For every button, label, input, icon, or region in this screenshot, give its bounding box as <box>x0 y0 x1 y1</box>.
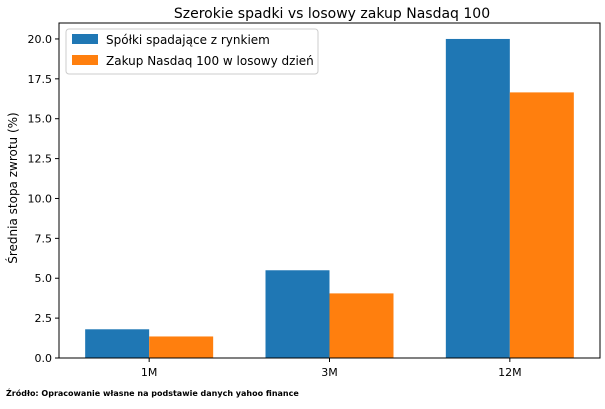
y-ticks-group: 0.0 2.5 5.0 7.5 10.0 12.5 15.0 17.5 20.0 <box>28 33 59 365</box>
bar-12m-series-0 <box>445 38 510 358</box>
x-ticks-group: 1M 3M 12M <box>141 358 522 379</box>
x-tick-label-1m: 1M <box>141 366 158 379</box>
y-tick-label: 5.0 <box>35 272 53 285</box>
y-axis-label: Średnia stopa zwrotu (%) <box>5 112 20 264</box>
y-tick-label: 2.5 <box>35 312 53 325</box>
legend-swatch-falling-stocks <box>72 34 98 44</box>
legend: Spółki spadające z rynkiem Zakup Nasdaq … <box>65 28 319 75</box>
y-tick-label: 0.0 <box>35 352 53 365</box>
legend-label-falling-stocks: Spółki spadające z rynkiem <box>106 33 270 47</box>
chart-title: Szerokie spadki vs losowy zakup Nasdaq 1… <box>174 6 490 22</box>
y-tick-label: 20.0 <box>28 33 53 46</box>
bar-3m-series-0 <box>265 270 330 358</box>
source-note: Źródło: Opracowanie własne na podstawie … <box>6 389 299 398</box>
y-tick-label: 7.5 <box>35 232 53 245</box>
legend-label-random-buy: Zakup Nasdaq 100 w losowy dzień <box>106 54 314 68</box>
y-tick-label: 17.5 <box>28 73 53 86</box>
bar-chart: Szerokie spadki vs losowy zakup Nasdaq 1… <box>5 6 601 379</box>
x-tick-label-12m: 12M <box>498 366 522 379</box>
y-tick-label: 15.0 <box>28 113 53 126</box>
bar-1m-series-0 <box>85 329 150 358</box>
x-tick-label-3m: 3M <box>321 366 338 379</box>
y-tick-label: 10.0 <box>28 192 53 205</box>
plot-frame <box>58 22 601 359</box>
bar-3m-series-1 <box>329 293 394 358</box>
bar-12m-series-1 <box>509 92 574 359</box>
legend-box <box>65 28 319 75</box>
bars-group <box>85 38 574 359</box>
bar-1m-series-1 <box>149 336 214 358</box>
legend-swatch-random-buy <box>72 55 98 65</box>
y-tick-label: 12.5 <box>28 153 53 166</box>
